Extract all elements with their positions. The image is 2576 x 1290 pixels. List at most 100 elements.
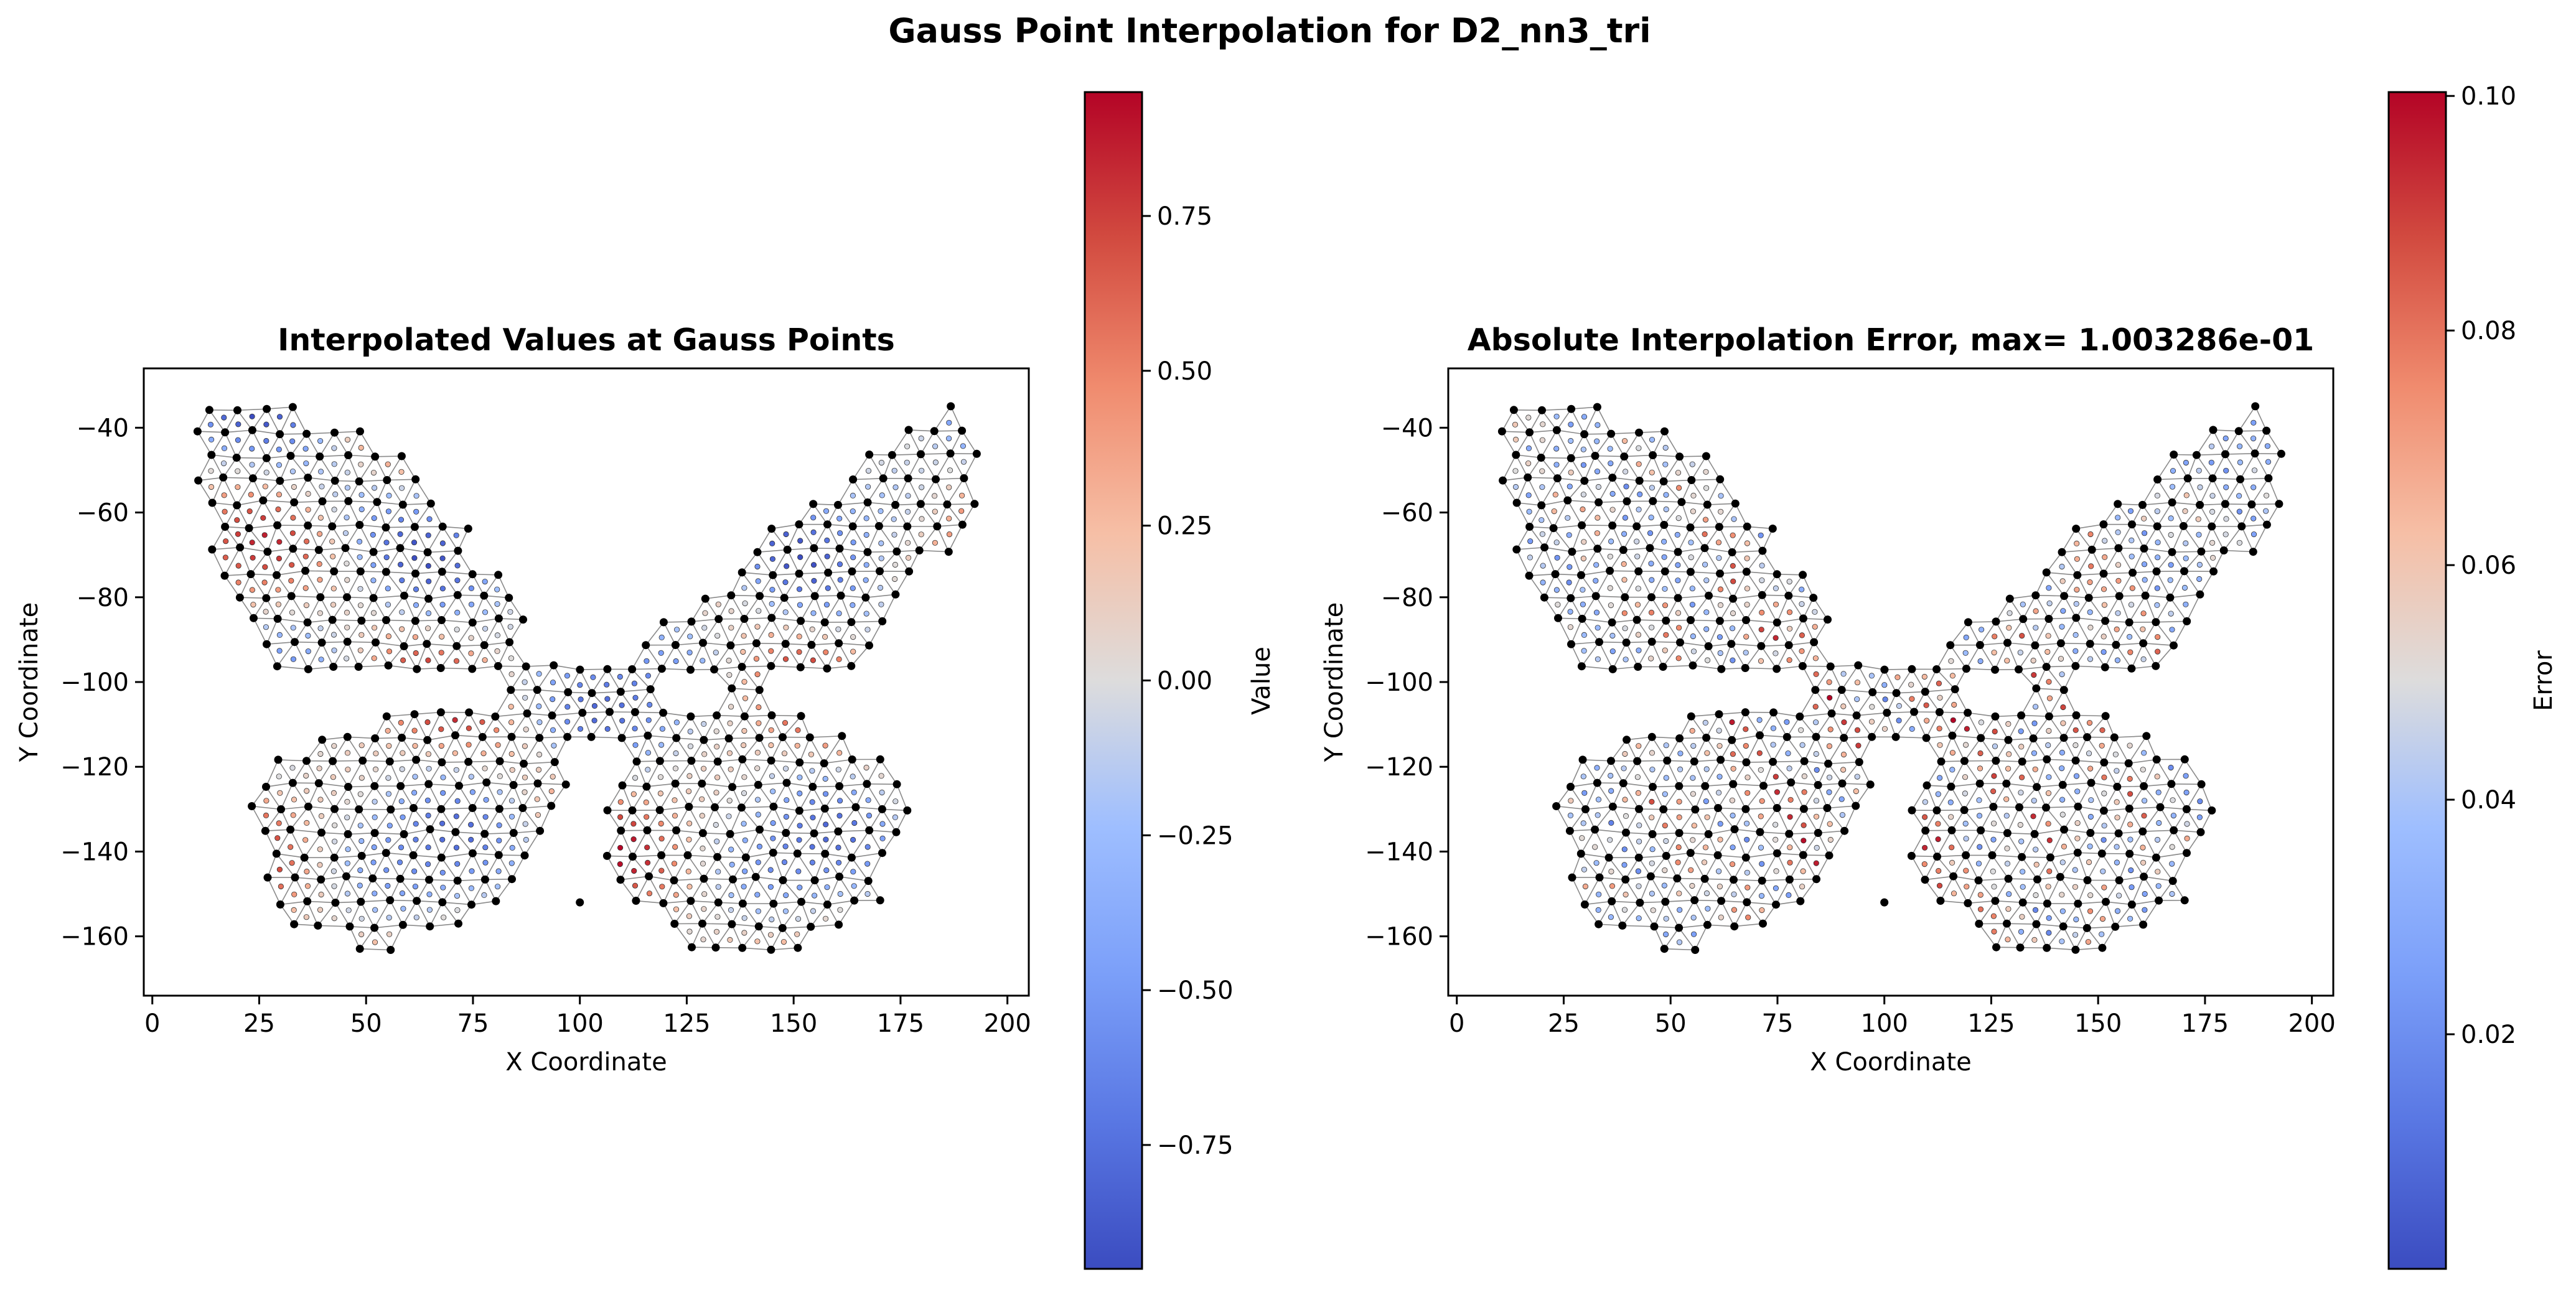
- gauss-point: [850, 774, 856, 780]
- gauss-point: [2114, 799, 2120, 805]
- mesh-node: [2127, 900, 2136, 909]
- gauss-point: [454, 893, 461, 899]
- gauss-point: [1608, 868, 1614, 875]
- gauss-point: [604, 726, 611, 732]
- mesh-node: [357, 616, 366, 625]
- gauss-point: [412, 634, 419, 640]
- gauss-point: [2101, 633, 2107, 640]
- gauss-point: [1622, 437, 1628, 444]
- mesh-node: [522, 662, 530, 671]
- gauss-point: [741, 821, 747, 827]
- gauss-point: [508, 671, 515, 678]
- gauss-point: [426, 765, 432, 772]
- gauss-point: [729, 861, 735, 868]
- gauss-point: [891, 516, 897, 522]
- mesh-node: [2004, 736, 2013, 744]
- gauss-point: [686, 884, 693, 890]
- mesh-node: [369, 548, 378, 556]
- gauss-point: [2265, 459, 2272, 465]
- mesh-node: [1935, 708, 1944, 716]
- gauss-point: [1676, 814, 1682, 821]
- mesh-node: [1623, 497, 1631, 506]
- gauss-point: [754, 938, 761, 945]
- gauss-point: [1800, 868, 1806, 874]
- gauss-point: [1566, 532, 1572, 538]
- mesh-node: [314, 546, 323, 554]
- gauss-point: [235, 421, 241, 428]
- mesh-node: [797, 897, 805, 906]
- gauss-point: [2018, 744, 2025, 750]
- mesh-node: [576, 665, 584, 674]
- gauss-point: [2168, 610, 2174, 617]
- mesh-node: [2015, 665, 2023, 674]
- gauss-point: [784, 797, 790, 803]
- mesh-node: [2125, 804, 2133, 813]
- gauss-point: [276, 820, 282, 826]
- mesh-node: [2003, 919, 2011, 928]
- gauss-point: [617, 814, 624, 820]
- gauss-point: [439, 836, 446, 843]
- mesh-node: [304, 521, 312, 530]
- gauss-point: [398, 516, 405, 523]
- mesh-node: [1691, 946, 1700, 954]
- colorbar-tick-label: 0.10: [2461, 82, 2516, 111]
- gauss-point: [863, 515, 869, 521]
- gauss-point: [411, 727, 418, 734]
- gauss-point: [810, 562, 817, 568]
- mesh-node: [876, 896, 884, 905]
- mesh-node: [1937, 757, 1946, 766]
- mesh-node: [2056, 639, 2065, 648]
- gauss-point: [780, 939, 787, 945]
- gauss-point: [1882, 696, 1888, 703]
- gauss-point: [2032, 907, 2039, 914]
- mesh-node: [2197, 547, 2206, 556]
- gauss-point: [2046, 727, 2052, 734]
- gauss-point: [1581, 790, 1588, 796]
- gauss-point: [726, 813, 732, 820]
- mesh-node: [273, 571, 281, 579]
- y-tick-label: −140: [60, 838, 129, 866]
- gauss-point: [249, 446, 255, 452]
- gauss-point: [372, 798, 378, 805]
- mesh-node: [1567, 640, 1575, 648]
- gauss-point: [2101, 837, 2107, 843]
- gauss-point: [1729, 719, 1735, 726]
- x-tick-label: 100: [1861, 1009, 1908, 1038]
- mesh-node: [1743, 522, 1751, 531]
- gauss-point: [1608, 460, 1614, 467]
- gauss-point: [1949, 750, 1955, 756]
- x-tick-label: 25: [1548, 1009, 1580, 1038]
- mesh-node: [755, 686, 764, 694]
- gauss-point: [2170, 797, 2176, 803]
- colorbar-tick-label: 0.50: [1157, 357, 1212, 386]
- mesh-node: [1782, 732, 1791, 741]
- gauss-point: [632, 775, 639, 781]
- gauss-point: [482, 844, 489, 851]
- gauss-point: [768, 632, 774, 638]
- gauss-point: [1949, 673, 1955, 679]
- mesh-node: [1512, 498, 1521, 507]
- gauss-point: [2155, 869, 2161, 875]
- mesh-node: [2140, 545, 2148, 553]
- gauss-point: [1623, 813, 1629, 820]
- gauss-point: [1609, 648, 1616, 655]
- mesh-node: [754, 922, 763, 931]
- gauss-point: [2005, 937, 2011, 943]
- mesh-node: [2125, 849, 2134, 858]
- mesh-node: [793, 849, 802, 858]
- gauss-point: [726, 657, 732, 664]
- mesh-node: [1608, 665, 1617, 673]
- gauss-point: [726, 672, 733, 678]
- mesh-node: [727, 591, 736, 600]
- mesh-node: [1663, 756, 1672, 765]
- mesh-node: [874, 521, 883, 530]
- gauss-point: [1540, 563, 1546, 569]
- gauss-point: [274, 835, 281, 841]
- gauss-point: [454, 563, 461, 569]
- gauss-point: [822, 742, 828, 749]
- gauss-point: [1662, 461, 1669, 467]
- mesh-node: [480, 830, 489, 838]
- gauss-point: [2074, 820, 2081, 826]
- mesh-node: [369, 594, 378, 602]
